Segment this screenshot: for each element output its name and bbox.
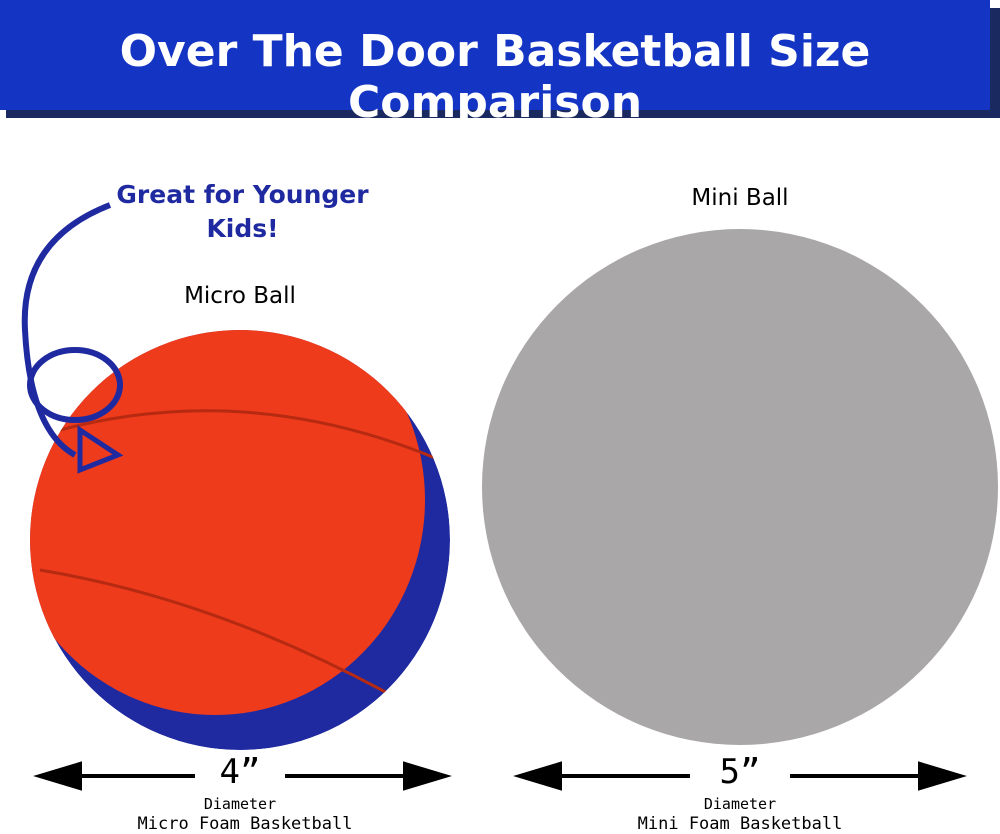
caption: Diameter <box>203 795 277 813</box>
caption: Diameter <box>703 795 777 813</box>
ball-name: Mini Foam Basketball <box>637 814 843 834</box>
loop <box>27 347 123 423</box>
ball-name: Micro Foam Basketball <box>137 814 353 834</box>
ball-label: Micro Ball <box>184 283 296 309</box>
title: Over The Door Basketball Size Comparison <box>119 26 871 128</box>
ball-label: Mini Ball <box>691 185 789 211</box>
size: 4” <box>219 752 261 792</box>
dimension-arrows <box>33 761 967 791</box>
micro-ball <box>30 330 450 750</box>
mini-ball <box>482 229 998 745</box>
size: 5” <box>719 752 761 792</box>
callout-arrow <box>21 202 112 458</box>
callout: Great for Younger Kids! <box>116 180 369 243</box>
banner <box>0 0 990 110</box>
arrowhead <box>77 425 124 474</box>
